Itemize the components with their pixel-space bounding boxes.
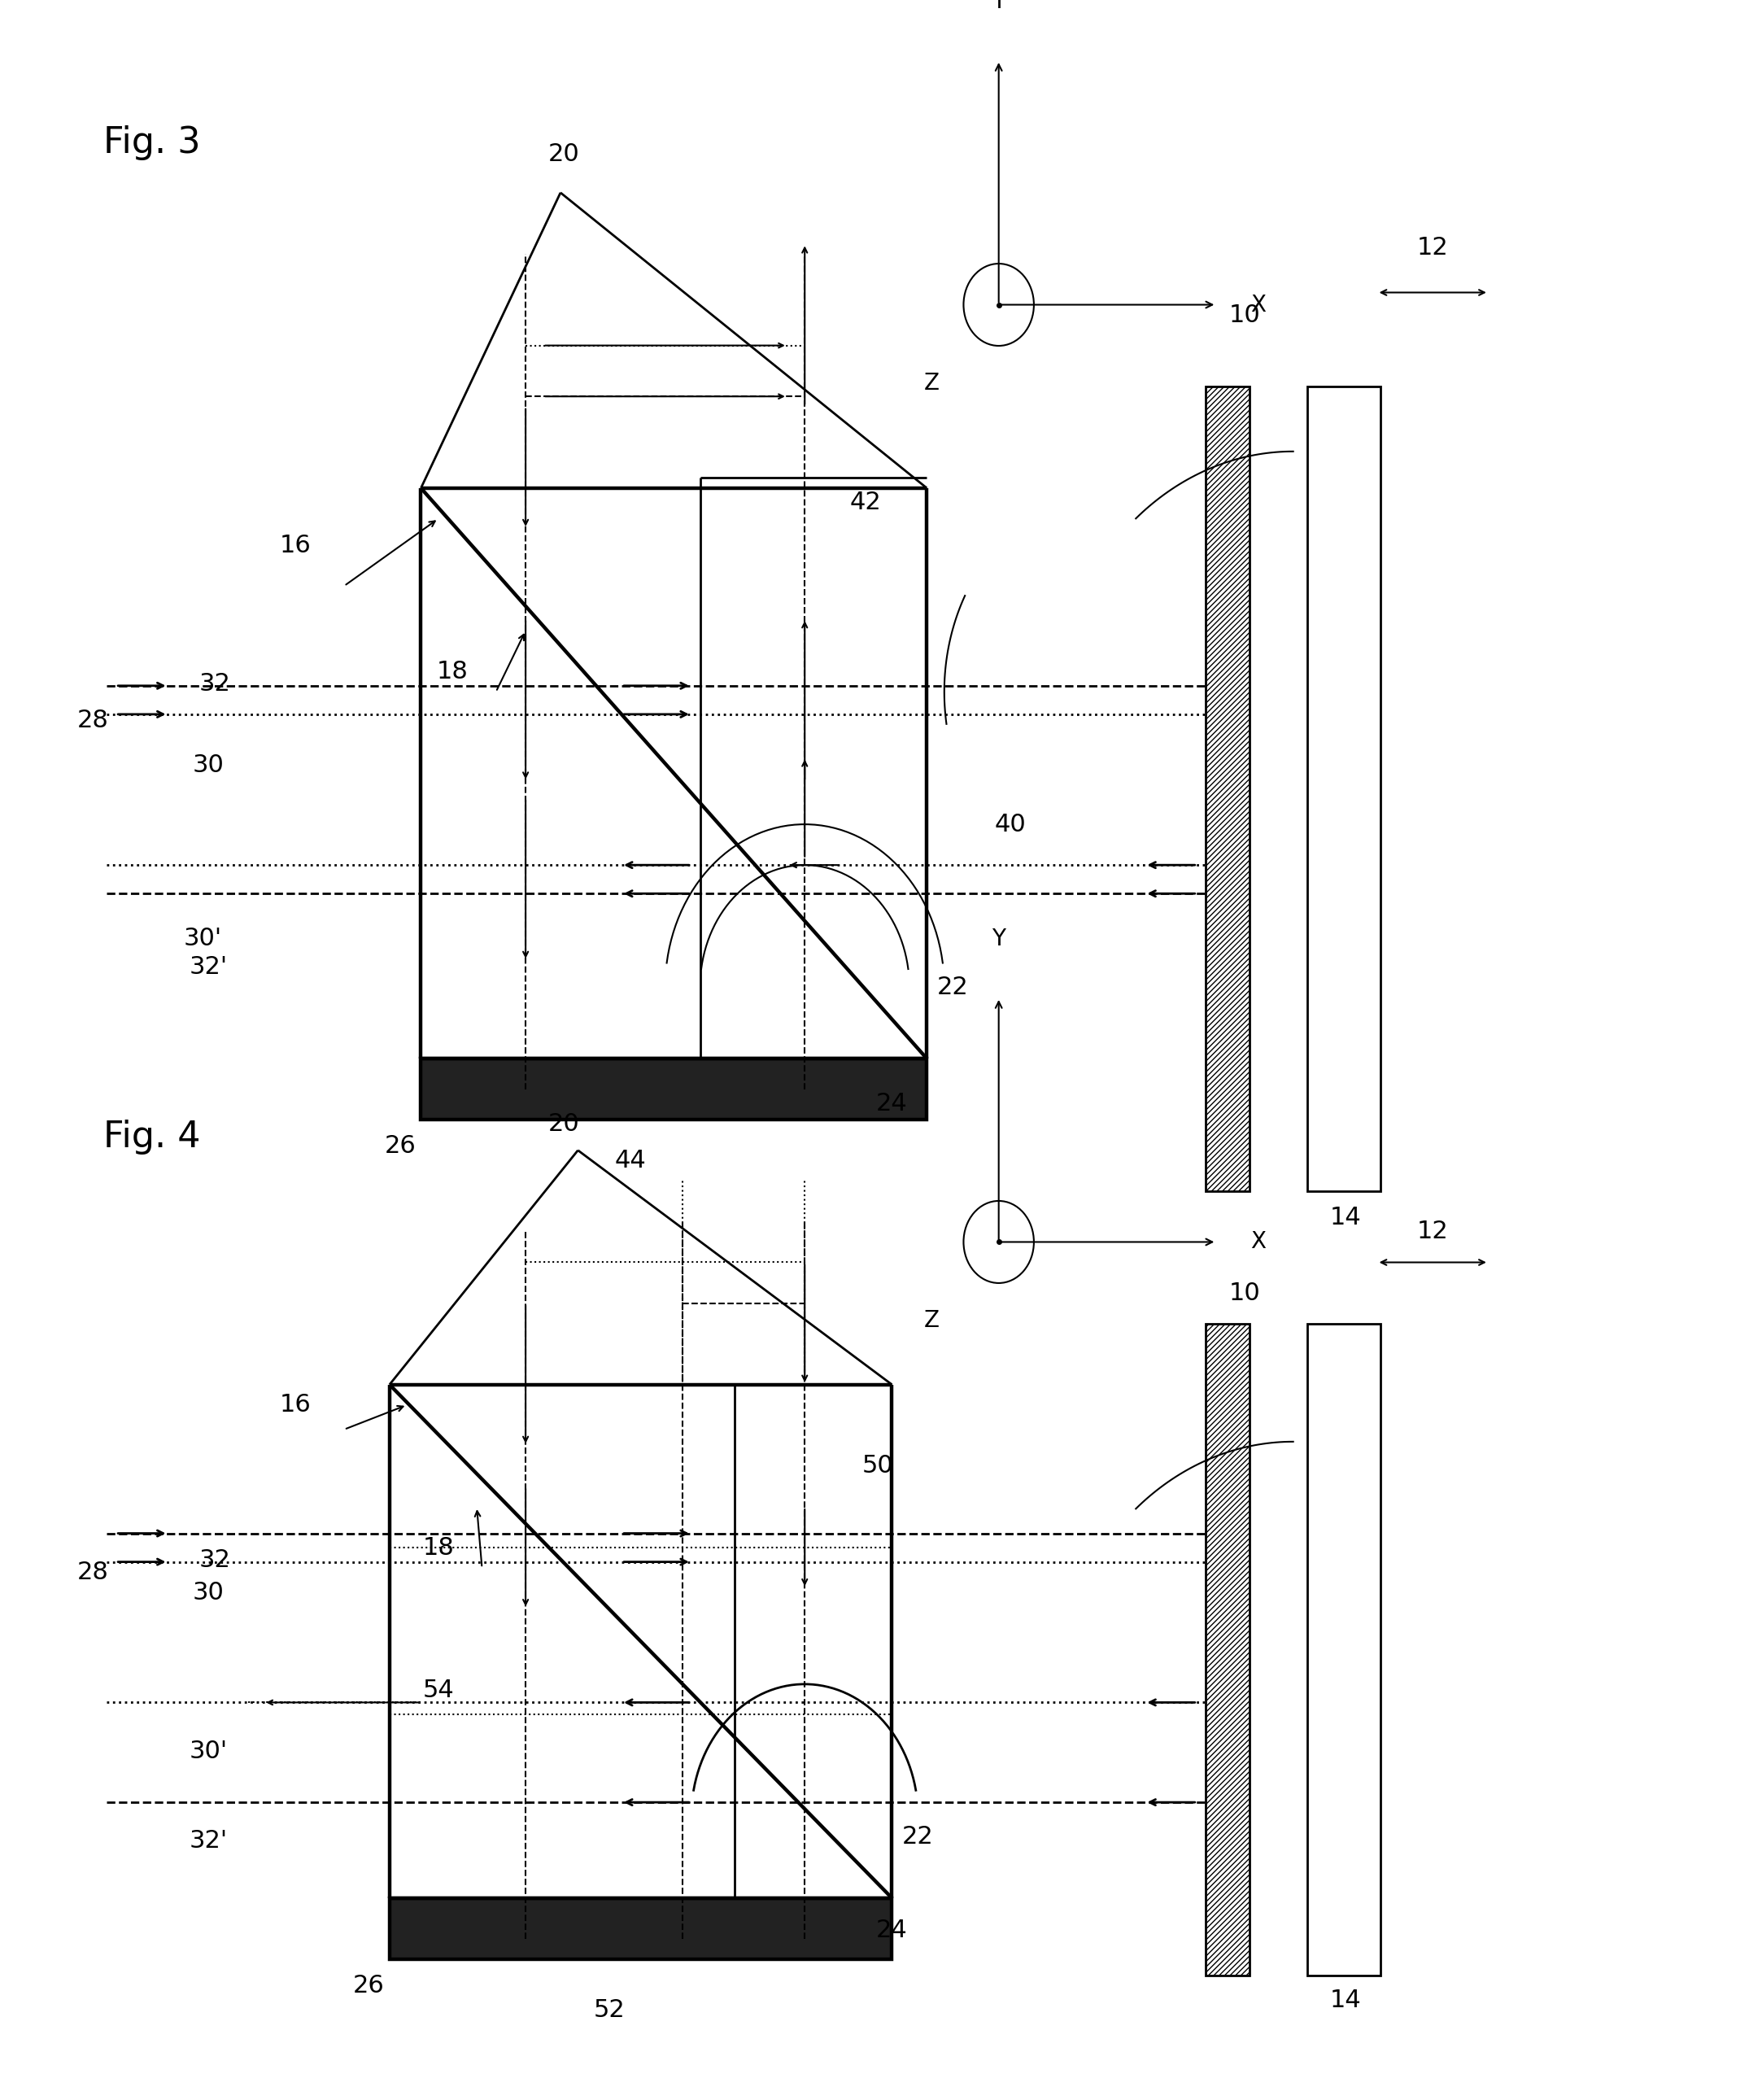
Text: 28: 28: [77, 1560, 108, 1583]
Text: X: X: [1251, 294, 1266, 317]
Text: 22: 22: [937, 976, 969, 1000]
Text: 24: 24: [876, 1092, 908, 1115]
Text: 26: 26: [385, 1134, 416, 1157]
Text: Y: Y: [992, 928, 1006, 949]
Text: 12: 12: [1417, 1220, 1448, 1243]
Text: Fig. 3: Fig. 3: [103, 126, 201, 160]
Text: 14: 14: [1329, 1989, 1361, 2012]
Text: 16: 16: [280, 533, 311, 556]
Text: 24: 24: [876, 1919, 908, 1943]
Text: Y: Y: [992, 0, 1006, 13]
Text: 26: 26: [353, 1974, 385, 1997]
Text: Z: Z: [923, 1308, 939, 1331]
Text: 54: 54: [423, 1678, 455, 1701]
Text: X: X: [1251, 1231, 1266, 1254]
Text: 32: 32: [199, 672, 231, 695]
Text: 22: 22: [902, 1825, 934, 1848]
Bar: [390, 1898, 892, 1959]
Text: 18: 18: [423, 1535, 455, 1560]
Text: 44: 44: [614, 1149, 645, 1172]
Text: 20: 20: [547, 1113, 579, 1136]
Bar: [1307, 1323, 1380, 1976]
Text: 30': 30': [184, 926, 222, 949]
Text: 40: 40: [995, 813, 1027, 836]
Text: 12: 12: [1417, 235, 1448, 260]
Text: 10: 10: [1228, 302, 1259, 328]
Text: 20: 20: [547, 143, 579, 166]
Bar: [422, 1058, 927, 1119]
Text: 16: 16: [280, 1392, 311, 1418]
Text: 52: 52: [593, 1999, 624, 2022]
Text: 32': 32': [189, 956, 227, 979]
Text: 32': 32': [189, 1829, 227, 1852]
Text: 30: 30: [192, 754, 224, 777]
Bar: [1207, 386, 1249, 1191]
Bar: [1207, 1323, 1249, 1976]
Bar: [1307, 386, 1380, 1191]
Text: 18: 18: [437, 659, 469, 682]
Text: 32: 32: [199, 1548, 231, 1571]
Text: 30': 30': [189, 1739, 227, 1764]
Text: Fig. 4: Fig. 4: [103, 1119, 201, 1155]
Text: Z: Z: [923, 372, 939, 395]
Text: 28: 28: [77, 708, 108, 733]
Text: 10: 10: [1228, 1281, 1259, 1304]
Text: 50: 50: [862, 1455, 894, 1478]
Text: 30: 30: [192, 1581, 224, 1604]
Text: 42: 42: [850, 491, 881, 514]
Text: 14: 14: [1329, 1205, 1361, 1228]
